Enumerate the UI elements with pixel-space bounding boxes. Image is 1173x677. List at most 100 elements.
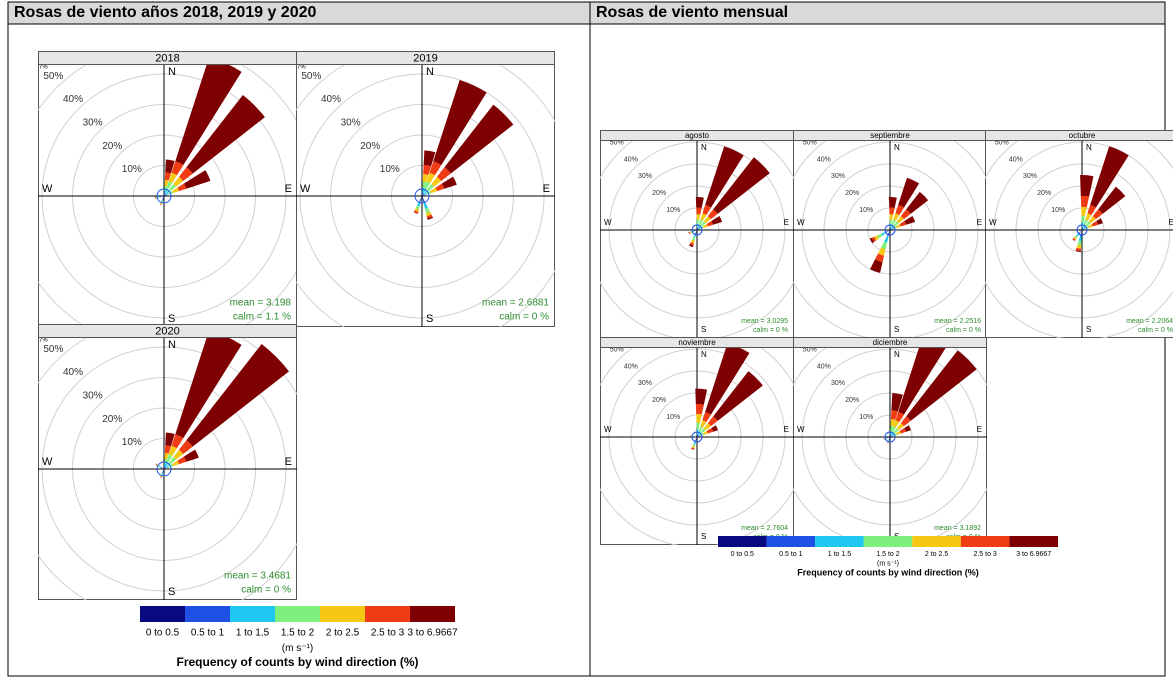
rose-segment [700, 428, 706, 434]
rose-segment [700, 221, 706, 227]
rose-segment [1075, 247, 1082, 251]
rose-segment [891, 228, 894, 230]
direction-label: S [1086, 325, 1091, 334]
rose-segment [887, 441, 889, 444]
rose-segment [890, 436, 891, 437]
rose-segment [898, 337, 946, 415]
rose-segment [890, 410, 898, 420]
direction-label: W [989, 218, 997, 227]
rose-segment [893, 420, 900, 428]
rose-segment [162, 197, 164, 200]
rose-segment [696, 214, 701, 220]
rose-segment [175, 56, 242, 165]
rose-segment [1091, 221, 1099, 227]
rose-segment [881, 231, 886, 236]
legend-title: Frequency of counts by wind direction (%… [797, 567, 979, 577]
calm-circle [884, 431, 896, 443]
rose-segment [890, 434, 892, 437]
rose-segment [165, 159, 175, 174]
rose-segment [696, 219, 700, 225]
rose-segment [164, 445, 171, 454]
rose-segment [899, 428, 907, 434]
rose-segment [423, 150, 436, 167]
ring-label: 40% [817, 156, 831, 163]
ring-label: 30% [341, 117, 361, 128]
rose-segment [690, 239, 695, 244]
rose-segment [164, 452, 169, 460]
rose-segment [884, 235, 889, 243]
panel-title: 2018 [155, 52, 179, 64]
direction-label: N [426, 66, 434, 78]
ring-label: 50% [610, 347, 624, 354]
legend-label: 1 to 1.5 [828, 551, 851, 558]
rose-segment [1081, 230, 1082, 233]
rose-segment [883, 438, 885, 440]
calm-circle [691, 431, 703, 443]
rose-segment [1080, 175, 1094, 197]
rose-segment [1092, 209, 1103, 220]
rose-segment [906, 191, 929, 214]
rose-segment [155, 196, 156, 199]
rose-segment [881, 241, 888, 250]
rose-segment [422, 193, 425, 196]
rose-segment [691, 448, 695, 450]
ring-label: 20% [845, 190, 859, 197]
rose-segment [1085, 226, 1089, 229]
rose-segment [711, 216, 723, 225]
rose-segment [173, 176, 184, 187]
rose-segment [159, 476, 163, 478]
panel-title-strip [793, 337, 987, 348]
table-border [7, 1, 1166, 677]
rose-segment [1082, 229, 1084, 230]
wind-rose: 10%20%30%40%50%NESWdiciembremean = 3.189… [793, 337, 987, 545]
legend-label: 2.5 to 3 [371, 628, 405, 639]
calm-label: calm = 0 % [946, 327, 981, 334]
rose-segment [1078, 231, 1082, 234]
rose-segment [164, 467, 167, 469]
calm-label: calm = 0 % [753, 327, 788, 334]
legend-swatch [863, 536, 913, 547]
rose-segment [890, 229, 891, 230]
legend-swatch [365, 606, 410, 622]
direction-label: N [701, 143, 707, 152]
legend-label: 2 to 2.5 [925, 551, 948, 558]
rose-segment [695, 197, 704, 209]
rose-segment [157, 196, 161, 198]
rose-segment [691, 447, 695, 450]
ring-label: 10% [859, 207, 873, 214]
rose-segment [444, 104, 514, 174]
ring-label: 50% [610, 140, 624, 147]
rose-segment [183, 449, 199, 462]
rose-segment [688, 231, 691, 234]
legend-units: (m s⁻¹) [282, 643, 313, 654]
rose-segment [883, 438, 885, 440]
panel-title-strip [296, 51, 555, 65]
rose-segment [1083, 228, 1086, 230]
legend-swatch [275, 606, 320, 622]
rose-segment [904, 425, 911, 432]
legend-units: (m s⁻¹) [877, 561, 899, 568]
legend-label: 2 to 2.5 [326, 628, 360, 639]
legend-label: 1.5 to 2 [281, 628, 315, 639]
rose-segment [164, 172, 171, 181]
rose-segment [163, 469, 164, 471]
legend-swatch [410, 606, 455, 622]
rose-segment [694, 436, 696, 437]
rose-segment [160, 475, 163, 478]
rose-segment [164, 468, 165, 469]
rose-segment [172, 187, 180, 193]
rose-segment [1083, 219, 1088, 226]
rose-segment [162, 468, 164, 469]
rose-segment [697, 436, 698, 437]
rose-segment [177, 183, 187, 192]
rose-segment [697, 434, 699, 437]
rose-segment [700, 433, 704, 436]
rose-segment [893, 213, 900, 221]
rose-segment [171, 161, 184, 176]
calm-circle [156, 461, 172, 477]
rose-segment [430, 187, 438, 193]
rose-segment [900, 209, 911, 220]
rose-segment [890, 435, 892, 437]
legend-swatch [912, 536, 961, 547]
